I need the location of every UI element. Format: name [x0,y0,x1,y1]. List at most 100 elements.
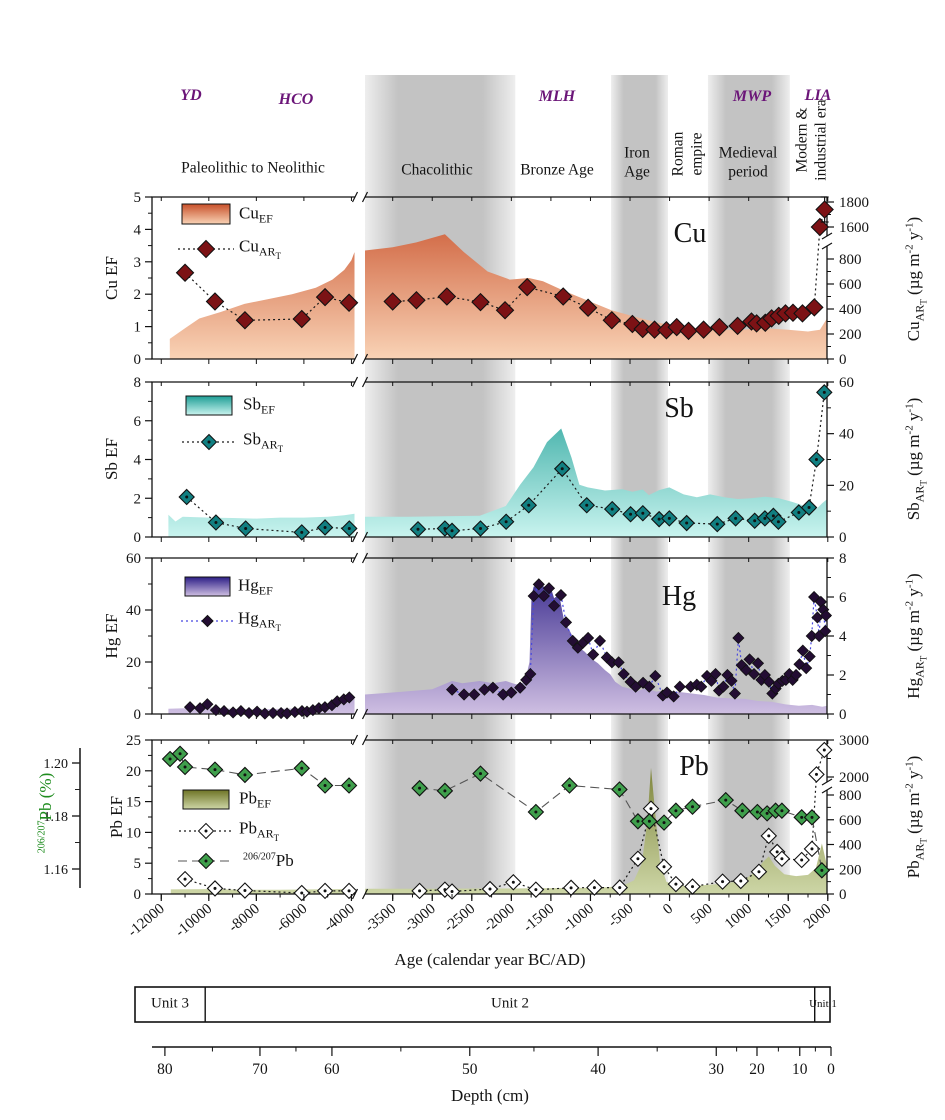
svg-text:6: 6 [134,414,142,430]
svg-text:800: 800 [839,252,862,268]
svg-text:1800: 1800 [839,195,869,211]
period-label-chacolithic: Chacolithic [401,161,473,179]
period-label-modern-industrial: Modern & industrial era [793,99,830,181]
svg-text:-4000: -4000 [321,901,358,936]
svg-text:-8000: -8000 [226,901,263,936]
axis-title-pb-ef: Pb EF [107,795,126,839]
svg-text:-1000: -1000 [560,901,597,936]
svg-text:4: 4 [134,222,142,238]
svg-text:1.20: 1.20 [44,757,69,772]
svg-text:600: 600 [839,277,862,293]
svg-text:1600: 1600 [839,220,869,236]
x-axis-title: Age (calendar year BC/AD) [394,950,586,969]
svg-text:2000: 2000 [801,901,834,933]
svg-text:8: 8 [839,551,847,567]
svg-text:-10000: -10000 [173,901,216,941]
svg-text:2: 2 [134,287,142,303]
svg-text:80: 80 [157,1061,173,1078]
svg-text:4: 4 [839,629,847,645]
svg-text:0: 0 [134,887,142,903]
svg-text:60: 60 [839,375,854,391]
pb-ratio-axis [72,748,81,888]
legend-hg-ar: HgART [238,608,281,634]
svg-text:25: 25 [126,733,141,749]
svg-text:10: 10 [792,1061,808,1078]
period-label-bronze-age: Bronze Age [520,161,594,179]
svg-text:2: 2 [134,491,142,507]
svg-text:6: 6 [839,590,847,606]
period-label-medieval: Medieval period [718,144,778,181]
legend-cu-ar: CuART [239,236,282,262]
era-label-yd: YD [180,87,202,104]
svg-text:3: 3 [134,255,142,271]
svg-text:0: 0 [839,707,847,723]
svg-text:4: 4 [134,453,142,469]
svg-text:0: 0 [839,352,847,368]
axis-title-hg-ar: HgART (µg m-2 y-1) [903,573,929,699]
axis-title-sb-ef: Sb EF [102,437,121,481]
axis-title-cu-ar: CuART (µg m-2 y-1) [903,216,929,342]
svg-text:20: 20 [126,655,141,671]
svg-text:15: 15 [126,795,141,811]
svg-text:0: 0 [134,530,142,546]
svg-text:0: 0 [660,901,676,918]
svg-text:400: 400 [839,838,862,854]
svg-text:-3000: -3000 [402,901,439,936]
svg-text:800: 800 [839,788,862,804]
svg-text:500: 500 [688,901,716,928]
svg-text:200: 200 [839,327,862,343]
legend-pb-ratio: 206/207Pb [243,851,294,870]
era-label-hco: HCO [278,91,314,108]
svg-text:3000: 3000 [839,733,869,749]
svg-text:20: 20 [839,478,854,494]
svg-text:-3500: -3500 [362,901,399,936]
panel-label-hg: Hg [661,581,697,612]
svg-text:0: 0 [134,707,142,723]
unit-2-label: Unit 2 [491,995,529,1012]
legend-sb-ar: SbART [243,429,284,455]
svg-text:40: 40 [839,427,854,443]
period-label-roman-empire: Roman empire [669,131,706,177]
depth-axis [152,1046,832,1056]
svg-text:60: 60 [126,551,141,567]
svg-text:20: 20 [126,764,141,780]
era-label-mwp: MWP [732,88,772,105]
svg-text:5: 5 [134,856,142,872]
svg-text:2: 2 [839,668,847,684]
legend-hg-ef: HgEF [238,575,273,598]
x-axis [160,894,829,901]
svg-text:1: 1 [134,320,142,336]
svg-text:20: 20 [749,1061,765,1078]
svg-text:70: 70 [252,1061,268,1078]
panel-label-sb: Sb [664,393,694,424]
svg-text:0: 0 [827,1061,835,1078]
svg-text:-2000: -2000 [481,901,518,936]
panel-label-pb: Pb [679,751,709,782]
svg-text:0: 0 [839,530,847,546]
svg-text:40: 40 [590,1061,606,1078]
axis-title-pb-ratio: 206/207Pb (%) [36,772,55,854]
axis-title-sb-ar: SbART (µg m-2 y-1) [903,397,929,521]
svg-text:1.18: 1.18 [44,810,69,825]
legend-pb-ar: PbART [239,818,280,844]
era-label-lia: LIA [804,87,832,104]
panel-pb [72,734,834,902]
svg-text:40: 40 [126,603,141,619]
svg-text:400: 400 [839,302,862,318]
axis-title-pb-ar: PbART (µg m-2 y-1) [903,755,929,879]
svg-text:-6000: -6000 [273,901,310,936]
panel-cu [145,191,834,365]
svg-text:50: 50 [462,1061,478,1078]
unit-3-label: Unit 3 [151,995,189,1012]
svg-text:5: 5 [134,190,142,206]
svg-text:-2500: -2500 [441,901,478,936]
svg-text:1500: 1500 [762,901,795,933]
axis-title-cu-ef: Cu EF [102,256,121,300]
svg-text:60: 60 [324,1061,340,1078]
svg-text:200: 200 [839,862,862,878]
legend-pb-ef: PbEF [239,788,271,811]
panel-label-cu: Cu [673,218,707,249]
period-label-paleolithic: Paleolithic to Neolithic [181,159,325,177]
